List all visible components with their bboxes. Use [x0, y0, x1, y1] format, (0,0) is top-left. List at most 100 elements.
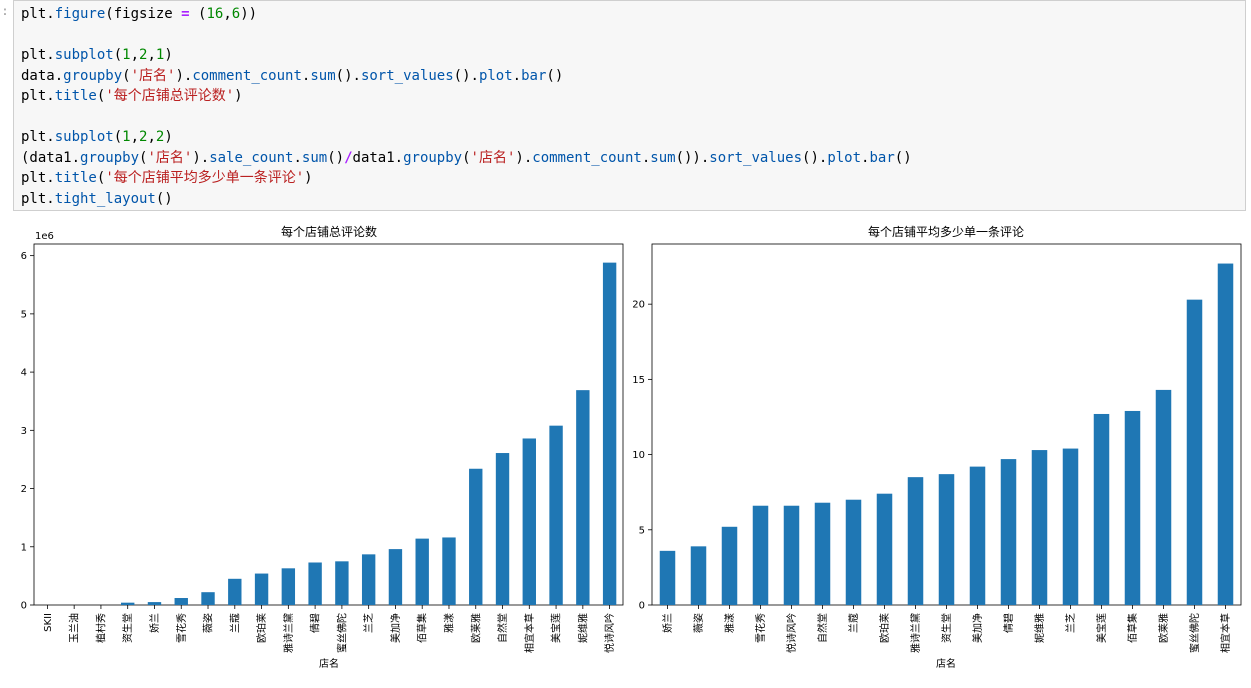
code-token: () — [546, 67, 564, 84]
code-token: sum — [301, 149, 328, 166]
code-token: , — [147, 129, 156, 145]
x-tick-label: 欧莱雅 — [469, 613, 482, 643]
code-token: . — [861, 149, 870, 166]
chart-orders-per-comment: 0 5 10 15 20 娇兰 薇姿 雅漾 雪花秀 悦诗风吟 自然堂 兰蔻 欧珀莱 雅诗兰黛 资生堂 美加净 倩… — [632, 224, 1242, 670]
code-token: title — [54, 88, 97, 104]
bar — [388, 549, 403, 605]
code-token: ( — [139, 149, 148, 166]
bar — [1186, 299, 1203, 605]
cell-prompt: : — [1, 4, 9, 18]
x-tick-label: 美宝莲 — [1095, 613, 1108, 643]
code-token: , — [130, 47, 140, 63]
code-line: (data1.groupby('店名').sale_count.sum()/da… — [21, 148, 912, 169]
chart-title: 每个店铺平均多少单一条评论 — [868, 224, 1024, 239]
x-tick-label: 佰草集 — [416, 613, 429, 643]
x-tick-label: 美加净 — [971, 613, 984, 643]
code-token: (). — [802, 149, 828, 166]
x-tick-label: 悦诗风吟 — [785, 613, 798, 653]
x-tick-label: 相宜本草 — [523, 613, 536, 653]
bar — [121, 602, 135, 605]
y-tick-label: 15 — [632, 375, 645, 386]
x-tick-label: 雅漾 — [723, 613, 736, 633]
code-cell[interactable]: plt.figure(figsize = (16,6)) plt.subplot(… — [13, 0, 1246, 211]
code-token: ()). — [675, 149, 710, 166]
code-token: '店名' — [130, 67, 176, 84]
chart-total-comments: 0 1 2 3 4 5 6 SKII 玉兰油 植村秀 资生堂 娇兰 雪花秀 薇姿 兰蔻 欧珀莱 雅诗兰黛 倩碧 蜜丝… — [21, 224, 624, 670]
code-token: 16 — [206, 6, 224, 22]
code-token: () — [894, 149, 912, 166]
code-token: comment_count — [532, 149, 642, 166]
code-token: ( — [189, 6, 207, 22]
bar — [1124, 410, 1141, 605]
x-tick-label: 娇兰 — [148, 613, 161, 633]
code-token: data1. — [352, 149, 404, 166]
bar — [969, 466, 986, 605]
bar — [254, 573, 269, 605]
bar — [495, 453, 510, 605]
code-token: title — [54, 170, 97, 186]
x-tick-label: 妮维雅 — [576, 613, 589, 643]
code-token: . — [293, 149, 302, 166]
x-tick-label: 薇姿 — [692, 613, 705, 633]
code-token: sort_values — [709, 149, 803, 166]
code-token: ) — [164, 129, 173, 145]
bar — [361, 554, 376, 605]
code-token: comment_count — [192, 67, 302, 84]
y-tick-label: 0 — [21, 601, 27, 612]
bar — [442, 537, 456, 605]
bar — [721, 526, 738, 605]
bar — [1062, 448, 1079, 605]
code-token: (data1. — [21, 149, 81, 166]
code-line: data.groupby('店名').comment_count.sum().s… — [21, 66, 912, 87]
code-token: '每个店铺总评论数' — [105, 88, 235, 104]
bar — [938, 474, 955, 605]
code-editor[interactable]: plt.figure(figsize = (16,6)) plt.subplot(… — [21, 4, 912, 209]
x-tick-label: SKII — [43, 613, 54, 632]
output-area: 0 1 2 3 4 5 6 SKII 玉兰油 植村秀 资生堂 娇兰 雪花秀 薇姿 兰蔻 欧珀莱 雅诗兰黛 倩碧 蜜丝… — [0, 214, 1251, 688]
bar — [1217, 263, 1234, 605]
code-token: ). — [175, 67, 193, 84]
code-token: plot — [478, 67, 513, 84]
code-token: 1 — [155, 47, 165, 63]
bar — [659, 550, 676, 605]
code-token: 2 — [139, 129, 148, 145]
bar — [845, 499, 862, 605]
code-line: plt.subplot(1,2,2) — [21, 127, 912, 148]
x-tick-label: 欧珀莱 — [878, 613, 891, 643]
y-tick-label: 20 — [632, 300, 645, 311]
bar — [469, 468, 483, 605]
code-token: ). — [515, 149, 533, 166]
code-token: . — [512, 67, 522, 84]
bar — [147, 602, 162, 605]
code-token: 1 — [122, 129, 131, 145]
code-token: ( — [462, 149, 471, 166]
code-token: ( — [113, 129, 123, 145]
code-token: groupby — [63, 67, 123, 84]
bar — [308, 562, 322, 605]
code-token: sum — [650, 149, 676, 166]
bar — [174, 598, 188, 605]
bar — [522, 438, 536, 605]
x-tick-label: 美加净 — [389, 613, 402, 643]
bar — [1155, 389, 1172, 605]
x-tick-label: 资生堂 — [940, 613, 953, 643]
bar — [783, 505, 800, 605]
y-tick-label: 2 — [21, 484, 27, 495]
code-line: plt.tight_layout() — [21, 189, 912, 210]
code-token: 1 — [122, 47, 131, 63]
plot-frame — [33, 243, 624, 606]
bar — [549, 425, 563, 605]
code-token: (). — [335, 67, 361, 84]
bar — [228, 578, 242, 605]
code-token: data. — [21, 67, 64, 84]
y-tick-label: 10 — [632, 450, 645, 461]
code-token: plt. — [21, 170, 55, 186]
code-token: groupby — [80, 149, 140, 166]
code-token: bar — [869, 149, 895, 166]
code-token: (figsize — [105, 6, 182, 22]
code-line — [21, 25, 912, 46]
code-token: . — [641, 149, 651, 166]
code-token: '店名' — [470, 149, 516, 166]
code-token: (). — [453, 67, 479, 84]
